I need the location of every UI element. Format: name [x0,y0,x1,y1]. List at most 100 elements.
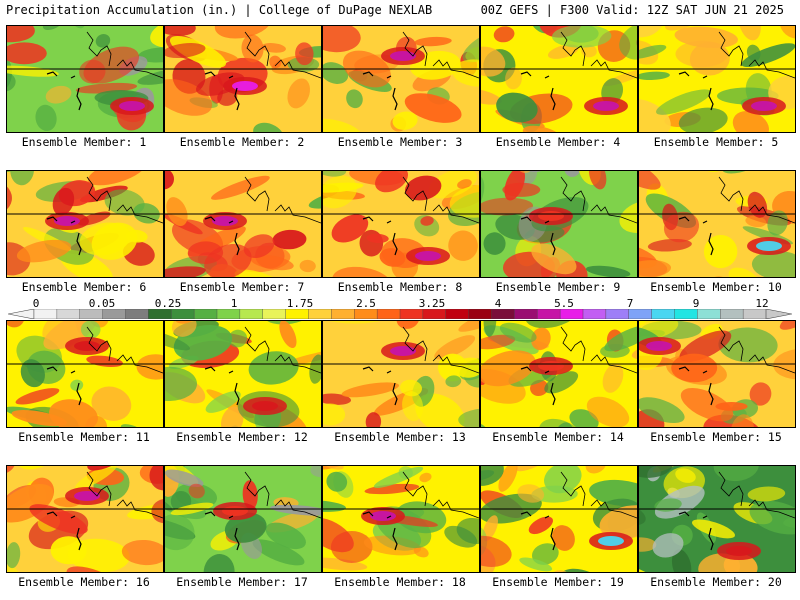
member-label: Ensemble Member: 15 [650,430,782,444]
run-valid-time: 00Z GEFS | F300 Valid: 12Z SAT JUN 21 20… [480,3,784,17]
colorbar-swatch [239,309,264,319]
colorbar-swatch [651,309,675,319]
colorbar-swatch [742,309,767,319]
colorbar-swatches [8,309,792,319]
precip-map [638,465,796,573]
colorbar-swatch [56,309,81,319]
ensemble-member-panel: Ensemble Member: 7 [164,170,322,294]
colorbar-tick-label: 1 [230,297,238,310]
ensemble-member-panel: Ensemble Member: 11 [6,320,164,444]
colorbar-tick-label: 5.5 [554,297,574,310]
coastline [402,471,428,507]
coastline [244,326,270,362]
coastline [560,31,586,67]
coastline [560,471,586,507]
ensemble-member-grid: Ensemble Member: 1 Ensemble Member: 2 Ense… [6,25,796,600]
member-label: Ensemble Member: 20 [650,575,782,589]
colorbar-swatch [148,309,172,319]
ensemble-member-panel: Ensemble Member: 1 [6,25,164,149]
river-lake-outline [362,511,398,551]
ensemble-member-panel: Ensemble Member: 2 [164,25,322,149]
ensemble-member-panel: Ensemble Member: 4 [480,25,638,149]
precip-map [480,25,638,133]
coastline [116,499,163,519]
precip-map [322,170,480,278]
precip-map [480,320,638,428]
member-label: Ensemble Member: 12 [176,430,308,444]
colorbar-high-arrow [765,309,792,319]
colorbar-tick-label: 4 [494,297,502,310]
member-label: Ensemble Member: 3 [337,135,463,149]
member-label: Ensemble Member: 8 [337,280,463,294]
coastline [718,326,744,362]
colorbar-tick-label: 1.75 [286,297,314,310]
member-label: Ensemble Member: 6 [21,280,147,294]
precip-map [322,25,480,133]
member-label: Ensemble Member: 16 [18,575,150,589]
colorbar-tick-label: 2.5 [356,297,376,310]
page-title: Precipitation Accumulation (in.) | Colle… [6,3,433,17]
coastline [432,499,479,519]
coastline [432,204,479,224]
colorbar-tick-label: 0.05 [88,297,116,310]
colorbar-swatch [331,309,355,319]
colorbar-swatch [193,309,218,319]
colorbar-swatch [262,309,287,319]
colorbar-tick-label: 12 [755,297,769,310]
member-label: Ensemble Member: 11 [18,430,150,444]
colorbar-swatch [33,309,58,319]
river-lake-outline [678,71,714,111]
colorbar-swatch [674,309,698,319]
river-lake-outline [204,216,240,256]
river-lake-outline [362,366,398,406]
colorbar-swatch [102,309,126,319]
coastline [432,354,479,374]
precip-map [6,25,164,133]
precip-map [6,320,164,428]
coastline [718,176,744,212]
coastline [116,59,163,79]
coastline [560,326,586,362]
coastline [748,499,795,519]
precip-map [6,465,164,573]
coastline [402,326,428,362]
coastline [590,59,637,79]
colorbar-tick-label: 0 [32,297,40,310]
colorbar-swatch [491,309,515,319]
river-lake-outline [204,366,240,406]
colorbar-swatch [697,309,721,319]
colorbar-low-arrow [8,309,35,319]
coastline [116,354,163,374]
colorbar-swatch [125,309,149,319]
coastline [748,59,795,79]
river-lake-outline [362,216,398,256]
coastline [748,354,795,374]
ensemble-member-panel: Ensemble Member: 13 [322,320,480,444]
coastline [274,499,321,519]
coastline [718,31,744,67]
river-lake-outline [678,366,714,406]
precip-map [6,170,164,278]
member-label: Ensemble Member: 1 [21,135,147,149]
colorbar-swatch [582,309,607,319]
river-lake-outline [520,366,556,406]
coastline [590,204,637,224]
ensemble-member-panel: Ensemble Member: 19 [480,465,638,589]
ensemble-member-panel: Ensemble Member: 9 [480,170,638,294]
colorbar-swatch [514,309,538,319]
river-lake-outline [362,71,398,111]
colorbar-swatch [445,309,470,319]
member-label: Ensemble Member: 18 [334,575,466,589]
member-label: Ensemble Member: 17 [176,575,308,589]
precip-map [638,170,796,278]
precip-map [164,25,322,133]
coastline [402,176,428,212]
coastline [718,471,744,507]
coastline [590,354,637,374]
precip-map [638,320,796,428]
precip-map [164,465,322,573]
river-lake-outline [520,71,556,111]
ensemble-member-panel: Ensemble Member: 14 [480,320,638,444]
colorbar-swatch [559,309,584,319]
river-lake-outline [678,511,714,551]
